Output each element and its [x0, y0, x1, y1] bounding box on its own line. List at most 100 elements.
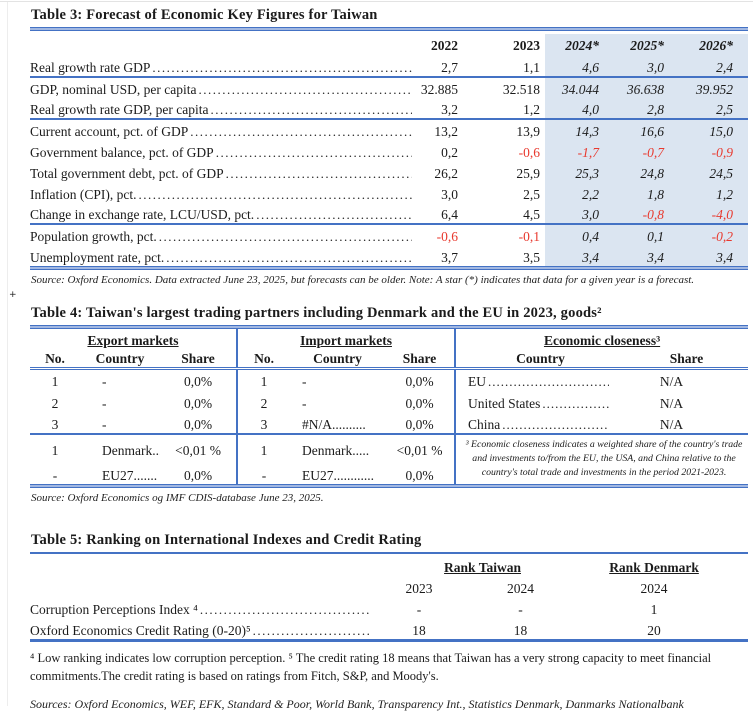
- col-header-share: Share: [385, 349, 456, 370]
- row-label: Current account, pct. of GDP: [30, 124, 189, 139]
- share-cell: 0,0%: [405, 374, 434, 389]
- table-row: Real growth rate GDP, per capita 3,2 1,2…: [30, 98, 748, 119]
- row-label-cell: Total government debt, pct. of GDP: [30, 161, 418, 182]
- cell-value: 18: [513, 622, 528, 638]
- table-row-eu27: - EU27....... 0,0% - EU27............ 0,…: [30, 458, 748, 484]
- cell-value: 3,7: [441, 250, 458, 265]
- cell-value: 3,5: [523, 250, 540, 265]
- cell-value: 2,5: [523, 187, 540, 202]
- row-label: Unemployment rate, pct.: [30, 250, 165, 265]
- country-cell: -: [102, 396, 107, 411]
- closeness-share-cell: N/A: [659, 417, 684, 432]
- row-label: Government balance, pct. of GDP: [30, 145, 214, 160]
- economic-closeness-header: Economic closeness³: [454, 329, 749, 349]
- year-header: 2024: [507, 580, 534, 596]
- table5-footnote: ⁴ Low ranking indicates low corruption p…: [30, 650, 712, 684]
- cell-value: 0,1: [610, 223, 675, 245]
- row-label: GDP, nominal USD, per capita: [30, 82, 197, 97]
- cell-value: -0,6: [418, 223, 476, 245]
- country-cell: EU27............: [302, 467, 375, 483]
- table3-header-row: 2022 2023 2024* 2025* 2026*: [30, 34, 748, 56]
- dot-leader: [226, 166, 412, 182]
- cell-value: 36.638: [610, 76, 675, 98]
- cell-value: 1: [650, 601, 658, 617]
- rule-double: [30, 27, 748, 31]
- cell-value: 13,2: [418, 118, 476, 140]
- table4-section: Table 4: Taiwan's largest trading partne…: [30, 304, 749, 504]
- document-page: Table 3: Forecast of Economic Key Figure…: [30, 6, 749, 712]
- empty-cell: [30, 34, 418, 56]
- row-label-cell: Real growth rate GDP, per capita: [30, 98, 418, 119]
- rank-cell: 1: [236, 368, 291, 390]
- cell-value: 24,8: [610, 161, 675, 182]
- row-label: Corruption Perceptions Index ⁴: [30, 601, 198, 617]
- share-cell: <0,01 %: [385, 433, 456, 459]
- cell-value: 0,4: [545, 223, 610, 245]
- empty-cell: [30, 576, 375, 597]
- cell-value: 32.885: [418, 76, 476, 98]
- cell-value: 3,0: [545, 203, 610, 224]
- rule-double: [30, 325, 748, 329]
- cell-value: 1,1: [523, 60, 540, 75]
- empty-cell: [30, 554, 375, 576]
- country-label: United States: [468, 396, 541, 411]
- cell-value: 39.952: [675, 76, 748, 98]
- cell-value: -0,1: [476, 223, 545, 245]
- cell-value: 13,9: [476, 118, 545, 140]
- country-label: EU: [468, 374, 487, 389]
- rule-double: [30, 483, 748, 488]
- dot-leader: [200, 602, 369, 618]
- dot-leader: [542, 396, 609, 412]
- dot-leader: [152, 60, 412, 76]
- rank-cell: 3: [236, 412, 291, 434]
- cell-value: 20: [647, 622, 661, 638]
- country-cell: #N/A..........: [302, 417, 366, 432]
- closeness-share-cell: N/A: [659, 396, 684, 411]
- table4-subheader-row: No. Country Share No. Country Share Coun…: [30, 349, 749, 370]
- col-header-share: Share: [625, 349, 749, 370]
- rank-taiwan-header: Rank Taiwan: [444, 559, 521, 575]
- table5-title: Table 5: Ranking on International Indexe…: [31, 531, 422, 548]
- cell-value: 3,2: [441, 102, 458, 117]
- table3-source: Source: Oxford Economics. Data extracted…: [31, 274, 695, 286]
- cell-value: 2,7: [441, 60, 458, 75]
- cell-value: 16,6: [610, 118, 675, 140]
- cell-value: 4,5: [523, 207, 540, 222]
- cell-value: 15,0: [675, 118, 748, 140]
- col-header-country: Country: [454, 349, 626, 370]
- table4-source: Source: Oxford Economics og IMF CDIS-dat…: [31, 491, 324, 504]
- cell-value: 6,4: [441, 207, 458, 222]
- table3: 2022 2023 2024* 2025* 2026* Real growth …: [30, 34, 748, 266]
- rank-cell: -: [236, 458, 291, 484]
- table5-sources: Sources: Oxford Economics, WEF, EFK, Sta…: [30, 697, 684, 712]
- table3-section: Table 3: Forecast of Economic Key Figure…: [30, 6, 748, 286]
- cell-value: 3,4: [675, 245, 748, 266]
- closeness-country-cell: China: [454, 412, 626, 434]
- closeness-share-cell: N/A: [659, 374, 684, 389]
- share-cell: 0,0%: [183, 467, 213, 483]
- row-label-cell: Inflation (CPI), pct.: [30, 182, 418, 203]
- table5-group-header-row: Rank Taiwan Rank Denmark: [30, 554, 748, 576]
- table-row: Current account, pct. of GDP 13,2 13,9 1…: [30, 118, 748, 140]
- col-header-no: No.: [30, 349, 80, 370]
- dot-leader: [190, 124, 412, 140]
- cell-value: 32.518: [476, 76, 545, 98]
- table-row: 3 - 0,0% 3 #N/A.......... 0,0% China N/A: [30, 412, 748, 434]
- table-row: Corruption Perceptions Index ⁴ - - 1: [30, 597, 748, 618]
- dot-leader: [159, 229, 412, 245]
- cell-value: 14,3: [545, 118, 610, 140]
- row-label: Population growth, pct.: [30, 229, 157, 244]
- rank-cell: 2: [51, 396, 59, 411]
- row-label: Change in exchange rate, LCU/USD, pct.: [30, 207, 255, 222]
- rank-denmark-header: Rank Denmark: [609, 559, 699, 575]
- country-cell: EU27.......: [102, 467, 158, 483]
- dot-leader: [166, 250, 412, 266]
- closeness-footnote: ³ Economic closeness indicates a weighte…: [454, 433, 749, 484]
- cell-value: 2,5: [675, 98, 748, 119]
- table-row: 1 - 0,0% 1 - 0,0% EU N/A: [30, 368, 748, 390]
- cell-value: 3,0: [441, 187, 458, 202]
- country-label: China: [468, 417, 501, 432]
- cell-value: 4,6: [545, 56, 610, 77]
- closeness-country-cell: United States: [454, 390, 626, 412]
- row-label: Real growth rate GDP, per capita: [30, 102, 209, 117]
